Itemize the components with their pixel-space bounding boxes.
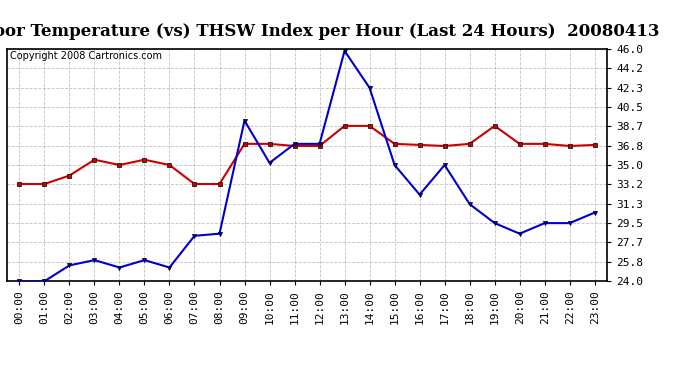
- Text: Copyright 2008 Cartronics.com: Copyright 2008 Cartronics.com: [10, 51, 162, 61]
- Text: Outdoor Temperature (vs) THSW Index per Hour (Last 24 Hours)  20080413: Outdoor Temperature (vs) THSW Index per …: [0, 22, 660, 39]
